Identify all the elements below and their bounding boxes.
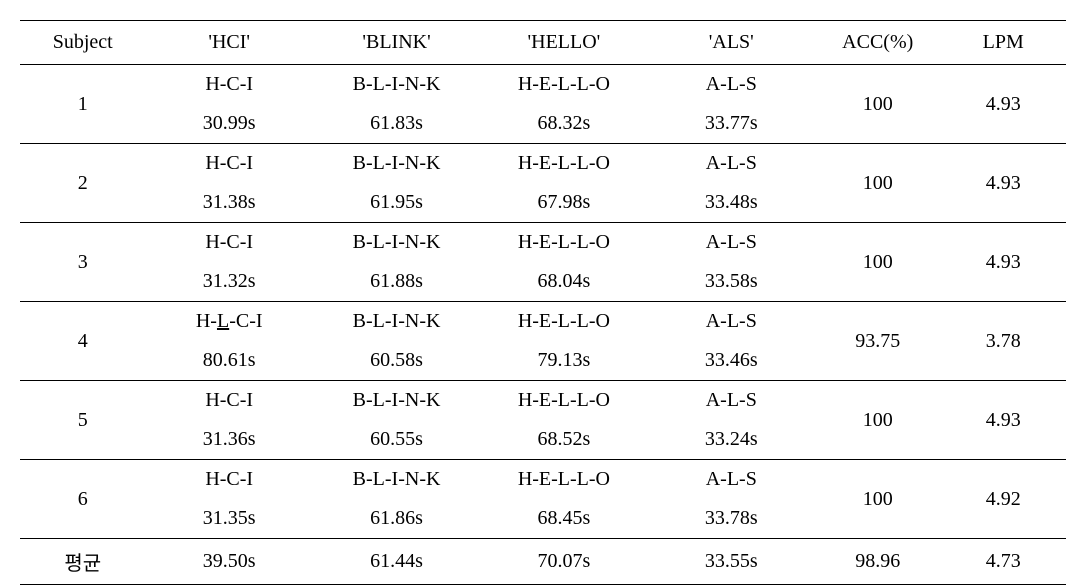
header-hci: 'HCI' [146, 21, 313, 65]
als-time-cell: 33.58s [648, 262, 815, 302]
blink-text-cell: B-L-I-N-K [313, 302, 480, 342]
average-acc-cell: 98.96 [815, 539, 941, 585]
table-row: 5H-C-IB-L-I-N-KH-E-L-L-OA-L-S1004.93 [20, 381, 1066, 421]
header-lpm: LPM [940, 21, 1066, 65]
results-table-container: Subject 'HCI' 'BLINK' 'HELLO' 'ALS' ACC(… [20, 20, 1066, 585]
acc-cell: 93.75 [815, 302, 941, 381]
acc-cell: 100 [815, 144, 941, 223]
als-time-cell: 33.78s [648, 499, 815, 539]
subject-cell: 4 [20, 302, 146, 381]
subject-cell: 1 [20, 65, 146, 144]
als-time-cell: 33.24s [648, 420, 815, 460]
blink-text-cell: B-L-I-N-K [313, 144, 480, 184]
hci-text-cell: H-C-I [146, 381, 313, 421]
subject-cell: 5 [20, 381, 146, 460]
table-row: 2H-C-IB-L-I-N-KH-E-L-L-OA-L-S1004.93 [20, 144, 1066, 184]
hello-time-cell: 68.32s [480, 104, 647, 144]
als-text-cell: A-L-S [648, 144, 815, 184]
blink-time-cell: 60.55s [313, 420, 480, 460]
hci-time-cell: 31.36s [146, 420, 313, 460]
average-row: 평균39.50s61.44s70.07s33.55s98.964.73 [20, 539, 1066, 585]
subject-cell: 3 [20, 223, 146, 302]
lpm-cell: 4.93 [940, 381, 1066, 460]
hci-time-cell: 31.35s [146, 499, 313, 539]
blink-time-cell: 61.83s [313, 104, 480, 144]
average-hello-cell: 70.07s [480, 539, 647, 585]
lpm-cell: 4.93 [940, 65, 1066, 144]
hci-text-cell: H-C-I [146, 223, 313, 263]
als-text-cell: A-L-S [648, 381, 815, 421]
header-subject: Subject [20, 21, 146, 65]
header-row: Subject 'HCI' 'BLINK' 'HELLO' 'ALS' ACC(… [20, 21, 1066, 65]
acc-cell: 100 [815, 65, 941, 144]
blink-time-cell: 61.95s [313, 183, 480, 223]
blink-text-cell: B-L-I-N-K [313, 460, 480, 500]
blink-text-cell: B-L-I-N-K [313, 223, 480, 263]
als-time-cell: 33.46s [648, 341, 815, 381]
lpm-cell: 4.93 [940, 144, 1066, 223]
als-time-cell: 33.77s [648, 104, 815, 144]
hci-time-cell: 30.99s [146, 104, 313, 144]
als-text-cell: A-L-S [648, 65, 815, 105]
table-row: 3H-C-IB-L-I-N-KH-E-L-L-OA-L-S1004.93 [20, 223, 1066, 263]
hello-time-cell: 79.13s [480, 341, 647, 381]
hci-time-cell: 80.61s [146, 341, 313, 381]
hello-text-cell: H-E-L-L-O [480, 144, 647, 184]
header-blink: 'BLINK' [313, 21, 480, 65]
hci-text-cell: H-C-I [146, 144, 313, 184]
hello-time-cell: 67.98s [480, 183, 647, 223]
table-row: 6H-C-IB-L-I-N-KH-E-L-L-OA-L-S1004.92 [20, 460, 1066, 500]
average-blink-cell: 61.44s [313, 539, 480, 585]
blink-time-cell: 61.88s [313, 262, 480, 302]
als-text-cell: A-L-S [648, 223, 815, 263]
header-hello: 'HELLO' [480, 21, 647, 65]
hello-time-cell: 68.52s [480, 420, 647, 460]
hci-time-cell: 31.38s [146, 183, 313, 223]
average-lpm-cell: 4.73 [940, 539, 1066, 585]
subject-cell: 6 [20, 460, 146, 539]
blink-text-cell: B-L-I-N-K [313, 381, 480, 421]
hello-time-cell: 68.45s [480, 499, 647, 539]
acc-cell: 100 [815, 223, 941, 302]
lpm-cell: 3.78 [940, 302, 1066, 381]
hello-text-cell: H-E-L-L-O [480, 65, 647, 105]
header-acc: ACC(%) [815, 21, 941, 65]
hello-text-cell: H-E-L-L-O [480, 223, 647, 263]
results-table: Subject 'HCI' 'BLINK' 'HELLO' 'ALS' ACC(… [20, 20, 1066, 585]
table-row: 1H-C-IB-L-I-N-KH-E-L-L-OA-L-S1004.93 [20, 65, 1066, 105]
hello-time-cell: 68.04s [480, 262, 647, 302]
acc-cell: 100 [815, 381, 941, 460]
hci-text-cell: H-L-C-I [146, 302, 313, 342]
blink-text-cell: B-L-I-N-K [313, 65, 480, 105]
als-text-cell: A-L-S [648, 302, 815, 342]
hci-text-cell: H-C-I [146, 460, 313, 500]
subject-cell: 2 [20, 144, 146, 223]
average-label-cell: 평균 [20, 539, 146, 585]
table-row: 4H-L-C-IB-L-I-N-KH-E-L-L-OA-L-S93.753.78 [20, 302, 1066, 342]
average-hci-cell: 39.50s [146, 539, 313, 585]
blink-time-cell: 60.58s [313, 341, 480, 381]
hello-text-cell: H-E-L-L-O [480, 381, 647, 421]
lpm-cell: 4.93 [940, 223, 1066, 302]
lpm-cell: 4.92 [940, 460, 1066, 539]
hello-text-cell: H-E-L-L-O [480, 460, 647, 500]
als-text-cell: A-L-S [648, 460, 815, 500]
blink-time-cell: 61.86s [313, 499, 480, 539]
average-als-cell: 33.55s [648, 539, 815, 585]
header-als: 'ALS' [648, 21, 815, 65]
acc-cell: 100 [815, 460, 941, 539]
hello-text-cell: H-E-L-L-O [480, 302, 647, 342]
hci-time-cell: 31.32s [146, 262, 313, 302]
hci-text-cell: H-C-I [146, 65, 313, 105]
als-time-cell: 33.48s [648, 183, 815, 223]
